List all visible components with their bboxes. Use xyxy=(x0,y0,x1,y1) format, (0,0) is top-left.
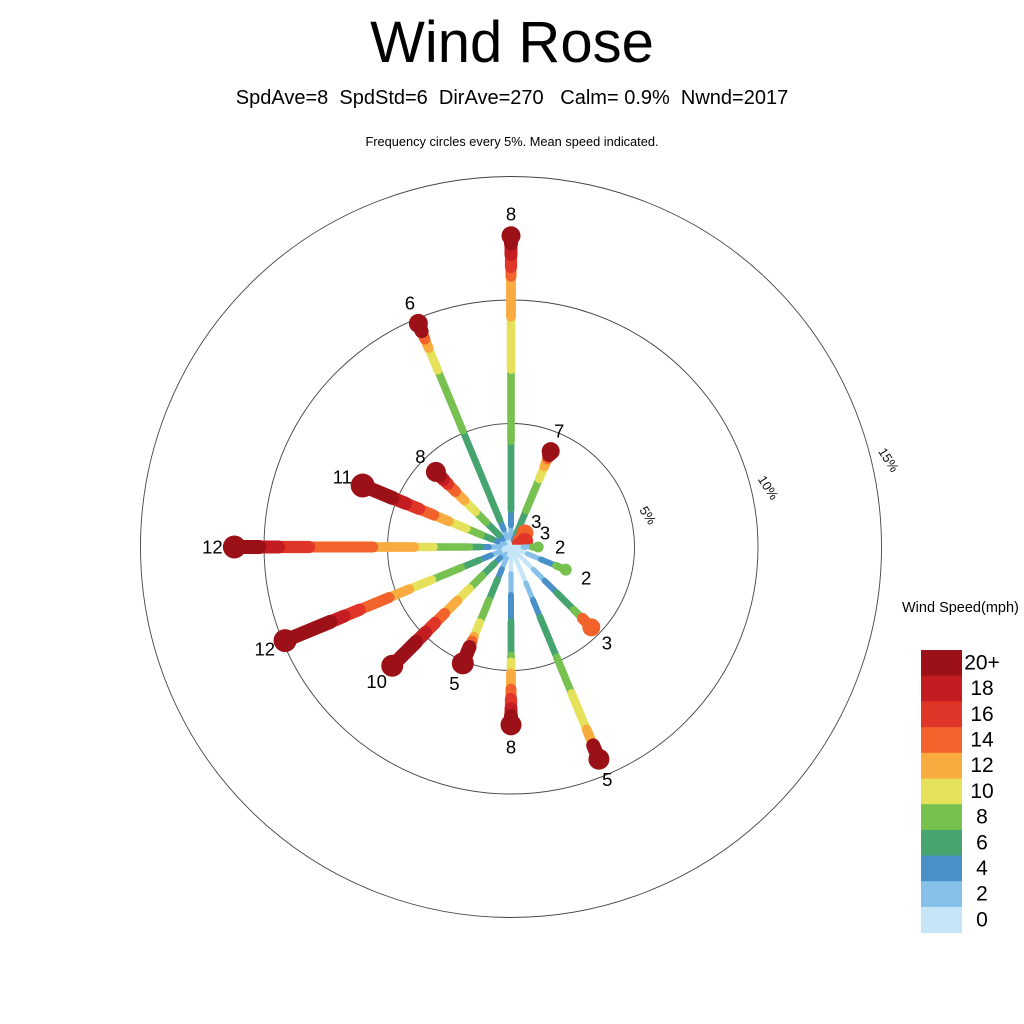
legend-swatch-2 xyxy=(921,881,962,908)
stats-line: SpdAve=8 SpdStd=6 DirAve=270 Calm= 0.9% … xyxy=(236,87,788,109)
legend-label-0: 0 xyxy=(976,908,988,931)
legend-swatch-18 xyxy=(921,675,962,702)
mean-speed-label-S: 8 xyxy=(506,736,516,757)
ray-ESE xyxy=(508,544,572,576)
legend-swatch-12 xyxy=(921,752,962,779)
legend-label-16: 16 xyxy=(970,703,993,726)
page-title: Wind Rose xyxy=(370,10,654,75)
mean-speed-label-ESE: 2 xyxy=(581,568,591,589)
legend-label-6: 6 xyxy=(976,831,988,854)
ray-tip-WSW xyxy=(273,629,297,653)
legend-label-10: 10 xyxy=(970,780,993,803)
legend-label-18: 18 xyxy=(970,677,993,700)
ray-NW xyxy=(425,461,514,550)
legend-swatch-0 xyxy=(921,907,962,934)
ray-segment-SSE-8mph xyxy=(552,653,576,698)
mean-speed-label-SW: 10 xyxy=(366,671,387,692)
ray-segment-NNW-6mph xyxy=(459,427,504,524)
legend-label-14: 14 xyxy=(970,728,994,751)
ray-tip-SSE xyxy=(588,748,610,770)
legend-swatch-8 xyxy=(921,804,962,831)
ray-tip-WNW xyxy=(350,473,375,498)
mean-speed-label-WNW: 11 xyxy=(333,467,352,488)
ray-tip-ESE xyxy=(559,563,572,576)
direction-rays xyxy=(222,226,610,770)
ray-S xyxy=(500,544,522,736)
caption-text: Frequency circles every 5%. Mean speed i… xyxy=(365,134,658,149)
ray-tip-N xyxy=(501,226,521,246)
ray-tip-NNW xyxy=(408,313,428,333)
mean-speed-label-ENE: 3 xyxy=(540,522,550,543)
ring-label-15pct: 15% xyxy=(875,445,902,475)
ring-label-10pct: 10% xyxy=(755,473,782,503)
ray-segment-SSE-6mph xyxy=(536,613,561,661)
ray-SSE xyxy=(508,544,610,770)
ray-SE xyxy=(508,544,601,637)
ray-SSW xyxy=(451,544,514,675)
legend-swatch-10 xyxy=(921,778,962,805)
ray-segment-SSE-10mph xyxy=(567,689,591,734)
ray-tip-SW xyxy=(381,654,404,677)
ray-segment-SE-6mph xyxy=(553,589,578,614)
mean-speed-label-NE: 3 xyxy=(531,511,541,532)
ray-segment-NNW-8mph xyxy=(434,366,467,435)
legend-label-8: 8 xyxy=(976,806,988,829)
mean-speed-label-NNW: 6 xyxy=(405,293,415,314)
legend-title: Wind Speed(mph) xyxy=(902,600,1019,616)
ray-N xyxy=(501,226,521,550)
ray-segment-NNE-8mph xyxy=(522,475,543,515)
legend-label-4: 4 xyxy=(976,857,988,880)
mean-speed-label-W: 12 xyxy=(202,537,223,558)
mean-speed-label-NNE: 7 xyxy=(554,420,564,441)
mean-speed-label-SE: 3 xyxy=(602,632,612,653)
ray-tip-W xyxy=(222,535,246,559)
legend-swatch-4 xyxy=(921,855,962,882)
mean-speed-label-NW: 8 xyxy=(415,446,425,467)
mean-speed-label-N: 8 xyxy=(506,203,516,224)
legend-swatch-20+ xyxy=(921,650,962,677)
ray-tip-S xyxy=(500,714,522,736)
ray-NNW xyxy=(408,313,514,550)
ray-tip-SSW xyxy=(451,652,474,675)
legend-swatch-14 xyxy=(921,727,962,754)
ray-segment-SSE-0mph xyxy=(508,544,529,586)
mean-speed-label-WSW: 12 xyxy=(254,638,275,659)
mean-speed-label-SSW: 5 xyxy=(449,673,459,694)
ray-segment-WSW-8mph xyxy=(428,563,466,584)
mean-speed-label-E: 2 xyxy=(555,537,565,558)
ray-SW xyxy=(381,544,514,677)
legend-swatch-16 xyxy=(921,701,962,728)
legend-label-20+: 20+ xyxy=(964,651,1000,674)
frequency-circle-15pct xyxy=(140,176,882,918)
legend-label-12: 12 xyxy=(970,754,993,777)
ray-tip-NNE xyxy=(541,442,560,461)
mean-speed-label-SSE: 5 xyxy=(602,769,612,790)
legend-label-2: 2 xyxy=(976,883,988,906)
ray-tip-SE xyxy=(582,618,601,637)
ray-segment-SSE-2mph xyxy=(523,580,536,603)
ray-W xyxy=(222,535,514,559)
ray-tip-E xyxy=(532,541,544,553)
legend-swatch-6 xyxy=(921,829,962,856)
ring-label-5pct: 5% xyxy=(636,503,659,527)
ray-tip-NW xyxy=(425,461,446,482)
ray-WSW xyxy=(273,544,514,653)
